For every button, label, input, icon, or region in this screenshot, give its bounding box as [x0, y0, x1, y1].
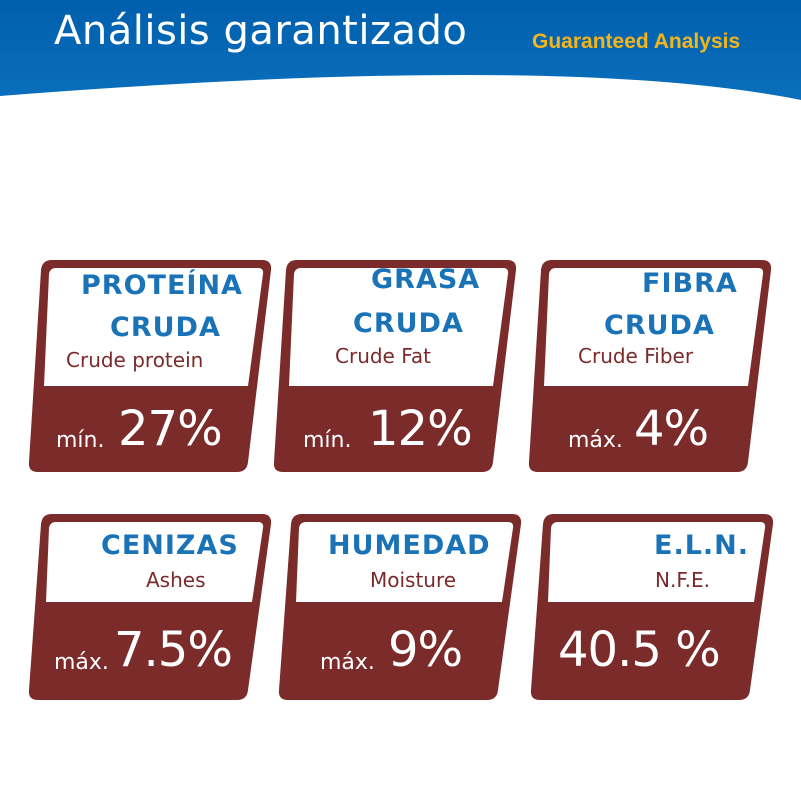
card-shape — [530, 514, 774, 700]
analysis-card-nfe: E.L.N. N.F.E. 40.5 % — [530, 510, 778, 730]
card-label-en: Ashes — [146, 568, 206, 592]
card-label-en: N.F.E. — [655, 568, 710, 592]
card-prefix: máx. — [54, 650, 109, 675]
card-label-en: Crude Fat — [335, 344, 431, 368]
card-label-es: PROTEÍNA — [81, 270, 243, 301]
card-label-es-2: CRUDA — [110, 312, 221, 343]
card-value: 9% — [388, 622, 463, 678]
header-banner — [0, 0, 801, 100]
card-label-es: GRASA — [371, 264, 481, 295]
card-label-es: HUMEDAD — [328, 530, 491, 561]
card-label-es: E.L.N. — [654, 530, 750, 561]
card-label-es: CENIZAS — [101, 530, 239, 561]
card-shape — [278, 514, 522, 700]
card-label-es: FIBRA — [642, 268, 738, 299]
card-label-es-2: CRUDA — [353, 308, 464, 339]
card-shape — [273, 260, 517, 472]
card-value: 4% — [634, 401, 709, 457]
card-prefix: mín. — [56, 428, 105, 453]
card-value: 27% — [118, 401, 223, 457]
card-value: 40.5 % — [558, 622, 721, 678]
analysis-card-crude-fat: GRASA CRUDA Crude Fat mín. 12% — [273, 256, 521, 476]
card-label-en: Crude Fiber — [578, 344, 694, 368]
page-title: Análisis garantizado — [54, 8, 468, 54]
analysis-card-moisture: HUMEDAD Moisture máx. 9% — [278, 510, 526, 730]
card-label-es-2: CRUDA — [604, 310, 715, 341]
analysis-card-crude-protein: PROTEÍNA CRUDA Crude protein mín. 27% — [28, 256, 276, 476]
card-shape — [28, 514, 272, 700]
analysis-card-ashes: CENIZAS Ashes máx. 7.5% — [28, 510, 276, 730]
card-value: 7.5% — [114, 622, 233, 678]
card-label-en: Moisture — [370, 568, 457, 592]
card-prefix: mín. — [303, 428, 352, 453]
card-value: 12% — [368, 401, 473, 457]
card-prefix: máx. — [320, 650, 375, 675]
page-subtitle: Guaranteed Analysis — [532, 30, 741, 53]
card-shape — [28, 260, 272, 472]
card-shape — [528, 260, 772, 472]
card-label-en: Crude protein — [66, 348, 204, 372]
analysis-card-crude-fiber: FIBRA CRUDA Crude Fiber máx. 4% — [528, 256, 776, 476]
card-prefix: máx. — [568, 428, 623, 453]
